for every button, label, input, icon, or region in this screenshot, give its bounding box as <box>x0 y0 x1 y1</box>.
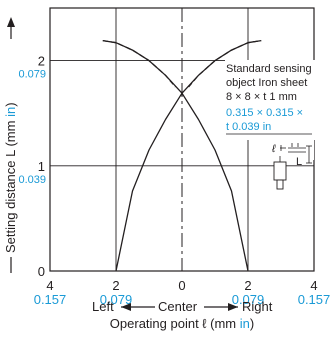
x-tick-inch: 0.079 <box>100 292 133 307</box>
curve-solid-0 <box>102 39 249 272</box>
x-tick-mm: 2 <box>112 278 119 293</box>
direction-center-label: Center <box>158 299 198 314</box>
note-line-5: t 0.039 in <box>226 121 271 133</box>
setting-distance-L-label: L <box>296 156 302 168</box>
y-tick-mm: 1 <box>38 159 45 174</box>
sensor-schematic-icon: L ℓ <box>271 140 314 190</box>
note-line-4: 0.315 × 0.315 × <box>226 107 303 119</box>
y-axis-label: Setting distance L (mm in) <box>3 102 18 253</box>
x-tick-inch: 0.157 <box>298 292 331 307</box>
y-tick-labels: 0 10.039 20.079 <box>18 54 46 279</box>
curves <box>102 39 262 272</box>
y-tick-mm: 2 <box>38 54 45 69</box>
note-line-1: Standard sensing <box>226 63 312 75</box>
y-axis-arrow-icon <box>7 17 15 27</box>
curve-dashed-3 <box>188 39 262 88</box>
x-tick-inch: 0.079 <box>232 292 265 307</box>
direction-right-label: Right <box>242 299 273 314</box>
sensing-object-note: Standard sensing object Iron sheet 8 × 8… <box>225 60 317 140</box>
y-axis-title: Setting distance L (mm in) <box>3 17 18 273</box>
x-tick-inch: 0.157 <box>34 292 67 307</box>
curve-dashed-1 <box>102 39 176 88</box>
direction-left-label: Left <box>92 299 114 314</box>
left-arrow-icon <box>121 303 131 311</box>
y-tick-inch: 0.079 <box>18 69 46 81</box>
note-line-3: 8 × 8 × t 1 mm <box>226 91 297 103</box>
x-axis-label: Operating point ℓ (mm in) <box>110 316 254 331</box>
x-tick-mm: 0 <box>178 278 185 293</box>
x-tick-mm: 2 <box>244 278 251 293</box>
operating-point-ell-label: ℓ <box>271 143 276 155</box>
y-tick-mm: 0 <box>38 264 45 279</box>
x-tick-mm: 4 <box>46 278 53 293</box>
y-tick-inch: 0.039 <box>18 174 46 186</box>
right-arrow-icon <box>228 303 238 311</box>
x-tick-mm: 4 <box>310 278 317 293</box>
note-line-2: object Iron sheet <box>226 77 307 89</box>
